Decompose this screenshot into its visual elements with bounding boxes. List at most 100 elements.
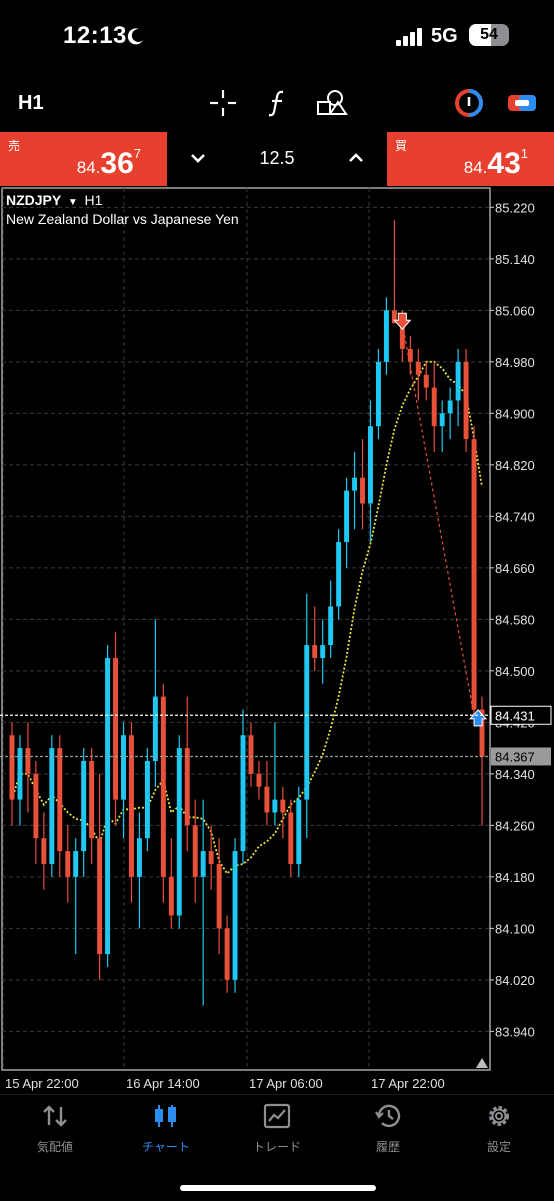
objects-icon[interactable] bbox=[316, 88, 348, 118]
candle-body bbox=[256, 773, 262, 787]
buy-label: 買 bbox=[395, 139, 408, 153]
candle-body bbox=[136, 838, 142, 877]
chart-icon bbox=[155, 1105, 176, 1127]
trade-icon bbox=[263, 1103, 291, 1129]
tab-chart[interactable]: チャート bbox=[111, 1103, 221, 1155]
candle-body bbox=[288, 812, 294, 864]
decrease-volume-icon[interactable] bbox=[189, 150, 207, 166]
price-label: 84.260 bbox=[495, 818, 535, 833]
sell-button[interactable]: 売 84.367 bbox=[0, 132, 167, 186]
candle-body bbox=[383, 310, 389, 362]
candle-body bbox=[81, 760, 87, 852]
candle-body bbox=[9, 735, 15, 800]
status-time: 12:13 bbox=[63, 22, 127, 49]
price-label: 84.820 bbox=[495, 458, 535, 473]
time-label: 17 Apr 06:00 bbox=[249, 1076, 323, 1091]
candle-body bbox=[216, 863, 222, 929]
candle-body bbox=[360, 477, 365, 504]
buy-button[interactable]: 買 84.431 bbox=[387, 132, 554, 186]
price-label: 84.180 bbox=[495, 870, 535, 885]
candle-body bbox=[41, 838, 47, 864]
crosshair-icon[interactable] bbox=[208, 88, 238, 118]
home-indicator bbox=[180, 1185, 376, 1191]
candle-body bbox=[375, 361, 381, 427]
candle-body bbox=[344, 490, 350, 543]
sell-price: 84.367 bbox=[76, 146, 141, 180]
chart-frame bbox=[1, 187, 491, 1071]
one-click-trading-icon[interactable] bbox=[454, 88, 484, 118]
volume-control: 12.5 bbox=[167, 132, 387, 186]
price-label: 84.580 bbox=[495, 612, 535, 627]
tab-history[interactable]: 履歴 bbox=[333, 1103, 443, 1155]
candle-body bbox=[328, 606, 334, 646]
tab-bar: 気配値 チャート トレード 履歴 設定 bbox=[0, 1094, 554, 1201]
candle-body bbox=[168, 876, 174, 916]
indicator-icon[interactable] bbox=[263, 88, 293, 118]
candle-body bbox=[240, 735, 246, 852]
candle-body bbox=[264, 786, 270, 813]
trade-toggle-icon[interactable] bbox=[506, 88, 538, 118]
candle-body bbox=[33, 773, 39, 839]
candle-body bbox=[431, 387, 437, 427]
candle-body bbox=[248, 735, 254, 774]
ask-price-label: 84.431 bbox=[495, 708, 535, 723]
candle-body bbox=[49, 748, 55, 864]
chart-canvas[interactable]: 85.220 85.140 85.060 84.980 84.900 84.820 84.7… bbox=[0, 186, 554, 1094]
candle-body bbox=[184, 748, 190, 826]
settings-icon bbox=[489, 1106, 509, 1126]
candle-body bbox=[320, 645, 326, 658]
price-label: 85.140 bbox=[495, 252, 535, 267]
timeframe-button[interactable]: H1 bbox=[18, 92, 44, 114]
tab-quotes-label: 気配値 bbox=[36, 1140, 73, 1154]
price-chart[interactable]: 85.220 85.140 85.060 84.980 84.900 84.820 84.7… bbox=[0, 186, 554, 1094]
chart-shift-marker bbox=[476, 1058, 489, 1068]
candle-body bbox=[192, 825, 198, 877]
candle-body bbox=[224, 928, 230, 980]
candle-body bbox=[471, 439, 477, 710]
tab-quotes[interactable]: 気配値 bbox=[0, 1103, 110, 1155]
candle-body bbox=[144, 760, 150, 839]
ask-price-box bbox=[490, 705, 552, 725]
symbol-header[interactable]: NZDJPY ▼ H1 bbox=[6, 192, 102, 208]
candle-body bbox=[97, 838, 103, 955]
bid-price-label: 84.367 bbox=[495, 749, 535, 764]
quote-bar: 売 84.367 12.5 買 84.431 bbox=[0, 132, 554, 186]
candle-body bbox=[415, 361, 421, 375]
tab-chart-label: チャート bbox=[142, 1140, 190, 1154]
price-label: 84.740 bbox=[495, 509, 535, 524]
symbol-name: NZDJPY bbox=[6, 192, 62, 208]
candle-body bbox=[25, 748, 31, 774]
price-label: 84.340 bbox=[495, 767, 535, 782]
tab-trade[interactable]: トレード bbox=[222, 1103, 332, 1155]
price-label: 84.900 bbox=[495, 406, 535, 421]
battery-level: 54 bbox=[480, 26, 498, 43]
price-label: 84.980 bbox=[495, 355, 535, 370]
candle-body bbox=[160, 696, 166, 877]
price-label: 84.100 bbox=[495, 921, 535, 936]
time-label: 16 Apr 14:00 bbox=[126, 1076, 200, 1091]
candle-body bbox=[208, 851, 214, 864]
price-label: 84.020 bbox=[495, 973, 535, 988]
candle-body bbox=[65, 851, 71, 877]
status-bar: 12:13 5G 54 bbox=[0, 0, 554, 74]
candle-body bbox=[368, 426, 373, 504]
history-icon bbox=[375, 1104, 401, 1128]
candle-body bbox=[73, 851, 79, 877]
bid-price-box bbox=[491, 747, 551, 766]
candle-body bbox=[232, 851, 238, 980]
quotes-icon bbox=[43, 1105, 67, 1127]
moon-icon bbox=[127, 28, 143, 45]
tab-trade-label: トレード bbox=[252, 1140, 301, 1154]
tab-settings-label: 設定 bbox=[486, 1140, 511, 1154]
buy-price: 84.431 bbox=[463, 146, 528, 180]
symbol-timeframe: H1 bbox=[84, 192, 103, 208]
sell-arrow-icon bbox=[393, 312, 412, 330]
volume-value[interactable]: 12.5 bbox=[259, 148, 295, 168]
candle-body bbox=[407, 348, 413, 362]
symbol-dropdown-icon[interactable]: ▼ bbox=[65, 197, 81, 208]
network-type: 5G bbox=[431, 25, 458, 47]
increase-volume-icon[interactable] bbox=[347, 150, 365, 166]
candle-body bbox=[129, 735, 134, 877]
candle-body bbox=[304, 645, 310, 800]
tab-settings[interactable]: 設定 bbox=[444, 1103, 554, 1155]
